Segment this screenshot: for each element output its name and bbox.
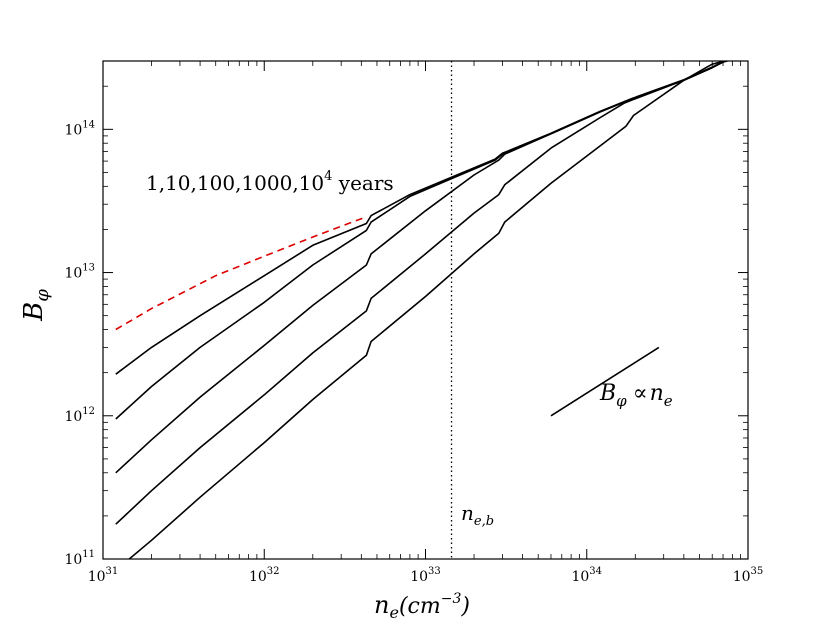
age-curve-5 (128, 61, 728, 559)
x-axis-label: ne(cm−3) (374, 591, 470, 622)
y-axis-label: Bφ (19, 289, 53, 322)
slope-reference-line (550, 346, 660, 417)
age-curve-1 (115, 61, 730, 375)
x-tick-label: 1032 (249, 566, 280, 585)
age-curve-2 (115, 61, 730, 420)
axis-ticks (102, 61, 749, 560)
vertical-line-label: ne,b (461, 501, 494, 529)
x-tick-label: 1031 (88, 566, 119, 585)
x-tick-label: 1034 (571, 566, 602, 585)
y-tick-label: 1011 (64, 549, 95, 568)
plot-frame (102, 60, 749, 560)
slope-annotation: Bφ ∝ne (599, 381, 673, 410)
age-annotation: 1,10,100,1000,104 years (146, 169, 394, 195)
y-tick-label: 1014 (64, 119, 95, 138)
age-curve-3 (115, 61, 730, 474)
x-tick-labels: 1031 1032 1033 1034 1035 (88, 566, 764, 585)
y-tick-label: 1013 (64, 263, 95, 282)
x-tick-label: 1035 (733, 566, 764, 585)
y-tick-label: 1012 (64, 406, 95, 425)
y-tick-labels: 1011 1012 1013 1014 (64, 119, 95, 568)
curves (115, 61, 730, 559)
axis-minor-ticks (103, 61, 748, 559)
x-tick-label: 1033 (410, 566, 441, 585)
reference-dashed-curve (115, 216, 367, 331)
age-curve-4 (115, 61, 730, 525)
